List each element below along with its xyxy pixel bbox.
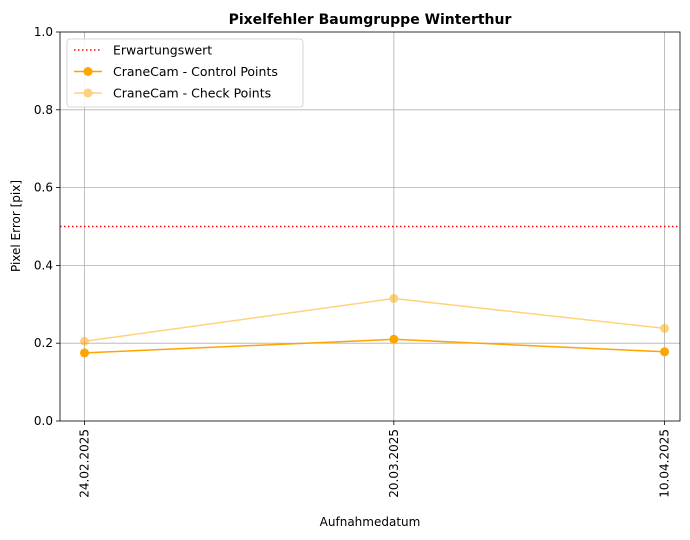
- y-tick-label: 1.0: [34, 25, 53, 39]
- x-tick-label: 20.03.2025: [387, 429, 401, 498]
- legend-label: Erwartungswert: [113, 43, 212, 58]
- legend: Erwartungswert CraneCam - Control Points C…: [66, 38, 304, 108]
- series-point: [79, 348, 89, 358]
- chart-title: Pixelfehler Baumgruppe Winterthur: [229, 12, 512, 28]
- series-2: [79, 293, 670, 346]
- y-tick-label: 0.0: [34, 414, 53, 428]
- series-line: [84, 338, 665, 354]
- series-point: [389, 293, 399, 303]
- y-tick-label: 0.6: [34, 181, 53, 195]
- series-1: [79, 334, 670, 358]
- series-line: [84, 297, 665, 343]
- y-axis-label: Pixel Error [pix]: [9, 180, 23, 272]
- series-point: [79, 336, 89, 346]
- y-tick-label: 0.8: [34, 103, 53, 117]
- legend-label: CraneCam - Control Points: [113, 64, 278, 79]
- series-point: [660, 323, 670, 333]
- plot-frame: [59, 31, 681, 422]
- x-tick-label: 10.04.2025: [658, 429, 672, 498]
- x-tick-label: 24.02.2025: [77, 429, 91, 498]
- series-point: [660, 347, 670, 357]
- legend-box: [66, 38, 304, 108]
- y-tick-label: 0.2: [34, 336, 53, 350]
- legend-swatch-marker: [83, 67, 93, 76]
- series-point: [389, 334, 399, 344]
- legend-swatch-marker: [83, 88, 93, 98]
- y-tick-label: 0.4: [34, 258, 53, 272]
- legend-entry: [74, 67, 102, 76]
- legend-label: CraneCam - Check Points: [113, 86, 271, 101]
- legend-entry: [74, 88, 102, 98]
- x-axis-label: Aufnahmedatum: [320, 515, 421, 529]
